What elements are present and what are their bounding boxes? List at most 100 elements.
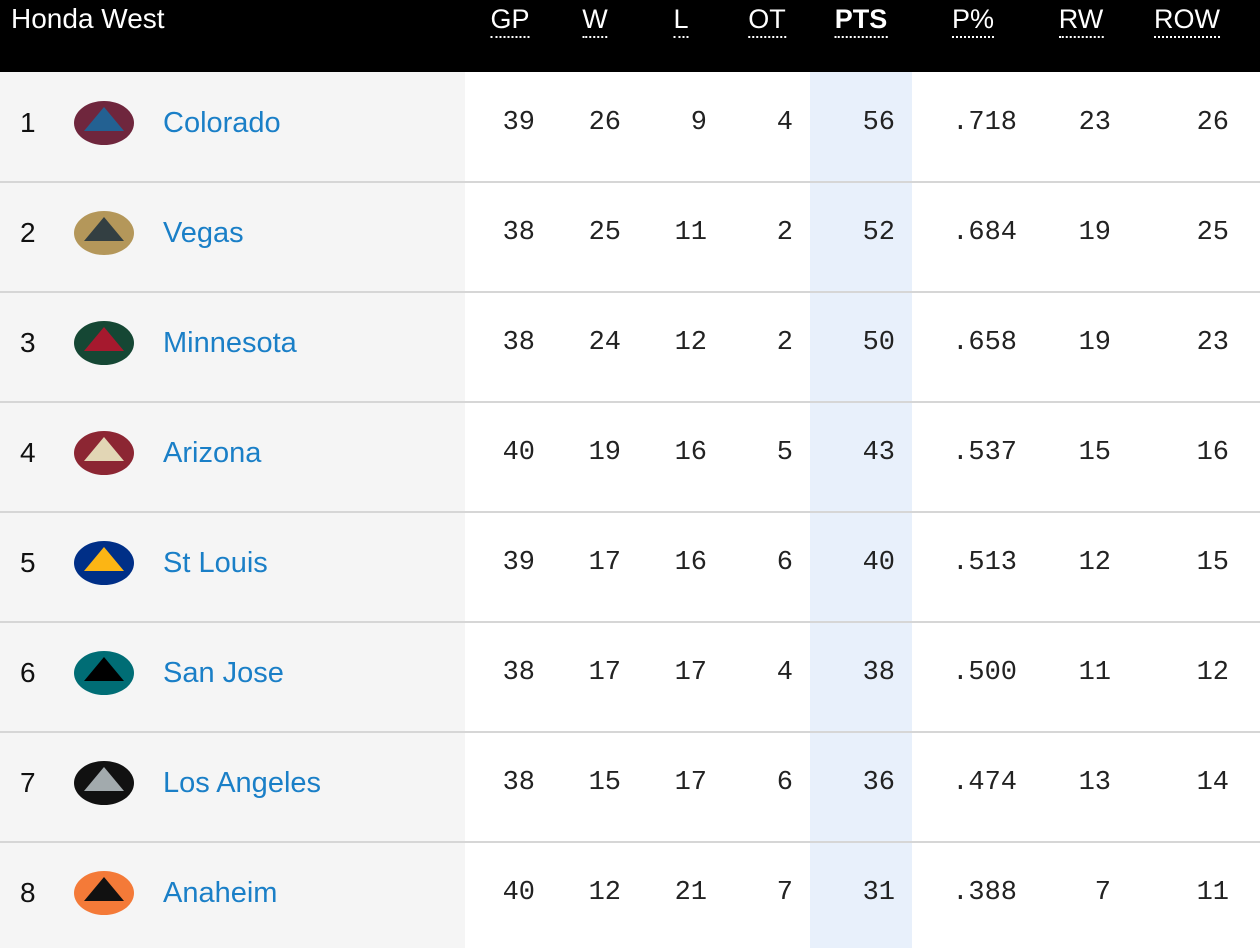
stat-cell: 7 (776, 878, 793, 908)
stat-cell: .718 (952, 108, 1017, 138)
team-logo (74, 651, 134, 695)
rank: 5 (20, 547, 36, 578)
team-name[interactable]: Los Angeles (163, 767, 322, 799)
team-logo (74, 101, 134, 145)
row-divider (0, 731, 1260, 733)
row-divider (0, 181, 1260, 183)
team-name[interactable]: Vegas (163, 217, 244, 249)
stat-cell: 11 (1196, 878, 1229, 908)
stat-cell: 50 (862, 328, 895, 358)
stat-cell: 2 (776, 218, 793, 248)
stat-cell: 13 (1078, 768, 1111, 798)
stat-cell: 40 (502, 438, 535, 468)
stat-cell: 11 (674, 218, 707, 248)
rank: 1 (20, 107, 36, 138)
stat-cell: 17 (588, 548, 621, 578)
stat-cell: 15 (1196, 548, 1229, 578)
team-logo (74, 211, 134, 255)
rank: 3 (20, 327, 36, 358)
stat-cell: 12 (1078, 548, 1111, 578)
stat-cell: 43 (862, 438, 895, 468)
stat-cell: 38 (502, 328, 535, 358)
stat-cell: 6 (776, 548, 793, 578)
stat-cell: 25 (1196, 218, 1229, 248)
division-title: Honda West (11, 3, 165, 34)
stat-cell: 39 (502, 548, 535, 578)
column-header[interactable]: PTS (834, 2, 888, 38)
team-name[interactable]: Colorado (163, 107, 281, 139)
stat-cell: 16 (674, 548, 707, 578)
stat-cell: .537 (952, 438, 1017, 468)
stat-cell: 16 (1196, 438, 1229, 468)
stat-cell: 12 (674, 328, 707, 358)
team-name[interactable]: San Jose (163, 657, 284, 689)
stat-cell: 6 (776, 768, 793, 798)
team-logo (74, 871, 134, 915)
stat-cell: 56 (862, 108, 895, 138)
stat-cell: 15 (588, 768, 621, 798)
stat-cell: 21 (674, 878, 707, 908)
stat-cell: .388 (952, 878, 1017, 908)
stat-cell: 17 (674, 658, 707, 688)
stat-cell: .658 (952, 328, 1017, 358)
stat-cell: .474 (952, 768, 1017, 798)
stat-cell: 14 (1196, 768, 1229, 798)
column-header[interactable]: P% (951, 2, 995, 38)
stat-cell: 23 (1196, 328, 1229, 358)
team-logo (74, 321, 134, 365)
stat-cell: .684 (952, 218, 1017, 248)
stat-cell: 23 (1078, 108, 1111, 138)
stat-cell: 7 (1094, 878, 1111, 908)
team-column-bg (0, 72, 465, 948)
rank: 2 (20, 217, 36, 248)
team-name[interactable]: Anaheim (163, 877, 278, 909)
stat-cell: 38 (502, 658, 535, 688)
stat-cell: 40 (502, 878, 535, 908)
table-header: Honda West GP W L OT PTS P% RW ROW (0, 0, 1260, 72)
stat-cell: 17 (674, 768, 707, 798)
stat-cell: 52 (862, 218, 895, 248)
stat-cell: 26 (588, 108, 621, 138)
stat-cell: 40 (862, 548, 895, 578)
column-header[interactable]: OT (748, 2, 786, 38)
rank: 8 (20, 877, 36, 908)
team-logo (74, 541, 134, 585)
row-divider (0, 841, 1260, 843)
row-divider (0, 511, 1260, 513)
stat-cell: 26 (1196, 108, 1229, 138)
column-header[interactable]: RW (1058, 2, 1104, 38)
stat-cell: 4 (776, 658, 793, 688)
stat-cell: 15 (1078, 438, 1111, 468)
team-name[interactable]: Arizona (163, 437, 262, 469)
pts-highlight (810, 72, 912, 948)
stat-cell: 31 (862, 878, 895, 908)
stat-cell: 9 (690, 108, 707, 138)
stat-cell: 39 (502, 108, 535, 138)
stat-cell: 38 (502, 768, 535, 798)
column-header[interactable]: L (673, 2, 689, 38)
stat-cell: 12 (588, 878, 621, 908)
stat-cell: 19 (1078, 218, 1111, 248)
team-logo (74, 431, 134, 475)
rank: 6 (20, 657, 36, 688)
column-header[interactable]: GP (490, 2, 530, 38)
team-logo (74, 761, 134, 805)
rank: 4 (20, 437, 36, 468)
row-divider (0, 291, 1260, 293)
row-divider (0, 621, 1260, 623)
stat-cell: 17 (588, 658, 621, 688)
stat-cell: 16 (674, 438, 707, 468)
stat-cell: 38 (862, 658, 895, 688)
column-header[interactable]: W (582, 2, 608, 38)
column-header[interactable]: ROW (1154, 2, 1220, 38)
stat-cell: 19 (1078, 328, 1111, 358)
stat-cell: .500 (952, 658, 1017, 688)
team-name[interactable]: St Louis (163, 547, 268, 579)
stat-cell: .513 (952, 548, 1017, 578)
team-name[interactable]: Minnesota (163, 327, 297, 359)
stat-cell: 36 (862, 768, 895, 798)
stat-cell: 12 (1196, 658, 1229, 688)
stat-cell: 2 (776, 328, 793, 358)
stat-cell: 38 (502, 218, 535, 248)
